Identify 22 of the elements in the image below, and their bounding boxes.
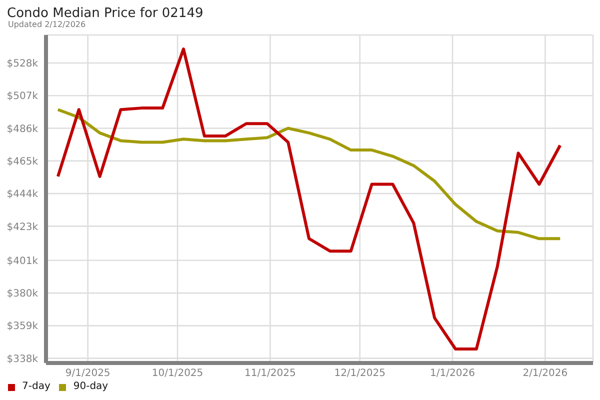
- x-tick-label: 12/1/2025: [334, 368, 386, 380]
- chart-subtitle: Updated 2/12/2026: [8, 20, 86, 29]
- x-tick-label: 10/1/2025: [152, 368, 204, 380]
- y-tick-label: $444k: [6, 189, 38, 200]
- y-tick-label: $401k: [6, 256, 38, 267]
- chart-title: Condo Median Price for 02149: [7, 6, 204, 21]
- y-tick-label: $338k: [6, 354, 38, 365]
- x-tick-label: 11/1/2025: [244, 368, 296, 380]
- x-tick-label: 9/1/2025: [65, 368, 110, 380]
- y-tick-label: $528k: [6, 58, 38, 70]
- legend-label: 7-day: [22, 381, 50, 393]
- line-series: [56, 47, 562, 351]
- x-tick-label: 2/1/2026: [522, 368, 568, 380]
- y-tick-label: $380k: [6, 288, 38, 300]
- y-tick-label: $465k: [6, 156, 38, 168]
- y-tick-label: $486k: [6, 124, 38, 135]
- y-tick-label: $423k: [6, 222, 38, 233]
- y-tick-label: $507k: [6, 91, 38, 102]
- x-tick-label: 1/1/2026: [430, 368, 475, 380]
- y-tick-label: $359k: [6, 321, 38, 332]
- line-series: [56, 108, 562, 240]
- legend-label: 90-day: [73, 381, 108, 393]
